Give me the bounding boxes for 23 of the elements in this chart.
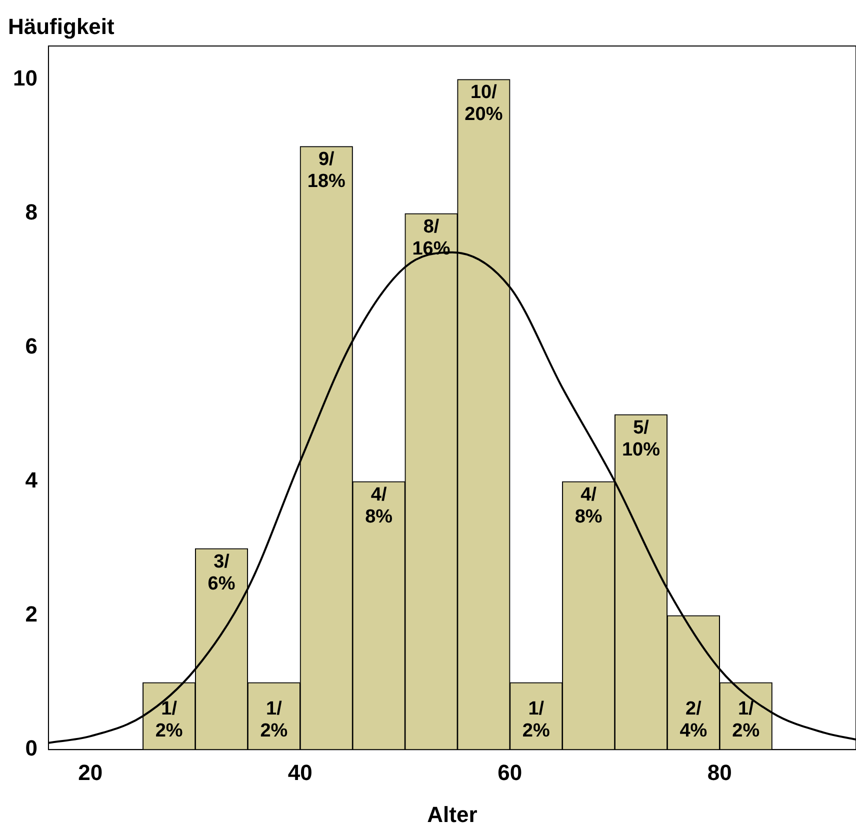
y-tick-label: 6 xyxy=(25,334,38,359)
data-label: 1/ 2% xyxy=(155,698,183,742)
data-label: 1/ 2% xyxy=(732,698,760,742)
data-label: 9/ 18% xyxy=(307,149,346,192)
x-tick-label: 80 xyxy=(707,760,732,785)
y-tick-label: 2 xyxy=(25,602,38,627)
data-label: 4/ 8% xyxy=(365,484,393,528)
data-label: 2/ 4% xyxy=(680,698,708,742)
y-tick-label: 10 xyxy=(12,66,38,91)
data-label: 3/ 6% xyxy=(208,551,236,594)
x-tick-label: 40 xyxy=(288,760,312,785)
y-tick-label: 0 xyxy=(25,736,38,761)
x-tick-label: 20 xyxy=(78,760,103,785)
y-tick-label: 8 xyxy=(25,200,38,225)
x-tick-label: 60 xyxy=(498,760,522,785)
data-label: 1/ 2% xyxy=(260,698,288,742)
data-label: 5/ 10% xyxy=(622,417,660,460)
data-label: 1/ 2% xyxy=(522,698,550,742)
x-axis-title: Alter xyxy=(427,802,478,827)
data-label: 4/ 8% xyxy=(574,484,602,528)
y-tick-label: 4 xyxy=(25,468,38,493)
data-label: 10/ 20% xyxy=(464,82,503,126)
y-axis-title: Häufigkeit xyxy=(8,14,116,39)
